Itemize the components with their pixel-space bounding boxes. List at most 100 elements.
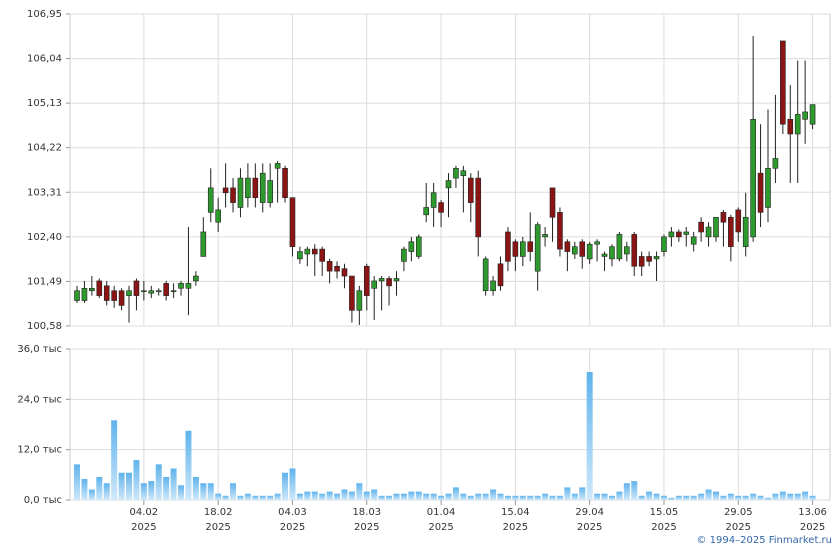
candle-body [245, 177, 251, 198]
volume-bar [698, 493, 705, 500]
volume-bar [378, 495, 385, 500]
y-tick-label: 104,22 [27, 143, 62, 154]
volume-bar [750, 493, 757, 500]
candle-body [586, 243, 593, 260]
candle-body [430, 192, 437, 208]
volume-bar [779, 491, 786, 500]
candle-body [215, 209, 221, 223]
volume-bar [163, 476, 170, 500]
volume-bar [126, 472, 133, 500]
candle-body [519, 241, 526, 257]
candle-body [267, 180, 273, 203]
copyright-link[interactable]: © 1994–2025 Finmarket.ru [696, 535, 832, 546]
y-tick-label: 12,0 тыс [17, 445, 62, 456]
candle-body [341, 268, 348, 277]
candle-body [386, 278, 392, 287]
x-tick-label: 04.02 2025 [129, 507, 159, 533]
candle-body [423, 207, 430, 216]
volume-bar [438, 495, 445, 500]
candle-body [735, 209, 742, 233]
candle-body [96, 280, 103, 296]
volume-bar [230, 483, 237, 500]
volume-bar [222, 495, 229, 500]
volume-bar [683, 495, 690, 500]
volume-bar [74, 464, 80, 500]
volume-bar [549, 495, 556, 500]
y-tick-label: 105,13 [27, 98, 62, 109]
volume-bar [415, 491, 422, 500]
volume-bar [133, 460, 140, 500]
volume-bar [296, 493, 303, 500]
volume-bar [215, 493, 222, 500]
candle-body [609, 246, 615, 260]
candle-body [542, 234, 548, 238]
candle-body [326, 261, 333, 272]
candle-body [453, 167, 459, 179]
volume-bar [445, 493, 452, 500]
candle-body [594, 241, 600, 245]
volume-bar [334, 493, 341, 500]
volume-bar [512, 495, 519, 500]
volume-bar [690, 495, 697, 500]
volume-bar [527, 495, 534, 500]
candle-body [624, 246, 630, 255]
volume-bar [742, 495, 749, 500]
volume-bar [408, 491, 415, 500]
x-tick-label: 04.03 2025 [278, 507, 307, 533]
y-tick-label: 102,40 [27, 232, 62, 243]
plot-area [69, 13, 831, 327]
volume-bar [244, 493, 251, 500]
volume-bar [482, 493, 489, 500]
candle-body [497, 263, 504, 287]
x-tick-label: 15.04 2025 [501, 507, 530, 533]
candle-body [809, 104, 816, 125]
volume-bar [326, 491, 333, 500]
candle-body [237, 177, 244, 208]
volume-bar [579, 487, 586, 500]
candle-body [222, 187, 229, 194]
candle-body [631, 234, 638, 267]
volume-bar [757, 495, 764, 500]
volume-bar [608, 495, 615, 500]
candle-body [653, 256, 660, 260]
volume-bar [490, 489, 497, 500]
volume-bar [140, 483, 147, 500]
candle-body [289, 197, 296, 247]
candle-body [490, 280, 496, 292]
volume-bar [720, 495, 727, 500]
candle-body [133, 280, 140, 296]
volume-bar [497, 493, 504, 500]
candle-body [200, 231, 207, 257]
candle-body [646, 256, 652, 262]
candle-body [311, 248, 318, 255]
volume-bar [556, 495, 563, 500]
volume-bar [178, 485, 185, 500]
volume-bar [319, 493, 326, 500]
x-tick-label: 18.03 2025 [352, 507, 382, 533]
candle-body [512, 241, 519, 257]
volume-bar [794, 493, 801, 500]
volume-bar [155, 464, 162, 500]
candle-body [690, 236, 697, 245]
volume-bar [705, 489, 712, 500]
volume-bar [504, 495, 511, 500]
volume-bar [809, 495, 816, 500]
candle-body [185, 283, 192, 289]
volume-bar [252, 495, 259, 500]
candle-body [89, 287, 95, 292]
volume-bar [341, 489, 348, 500]
volume-bar [653, 493, 660, 500]
candle-body [415, 236, 422, 257]
volume-bar [259, 495, 266, 500]
x-tick-label: 29.05 2025 [723, 507, 753, 533]
volume-bar [81, 479, 88, 500]
volume-bar [675, 495, 682, 500]
volume-bar [103, 483, 110, 500]
volume-bar [534, 495, 541, 500]
volume-bar [660, 495, 667, 500]
volume-bar [802, 491, 809, 500]
volume-bar [348, 491, 355, 500]
x-tick-label: 18.02 2025 [203, 507, 233, 533]
candle-body [297, 251, 303, 260]
